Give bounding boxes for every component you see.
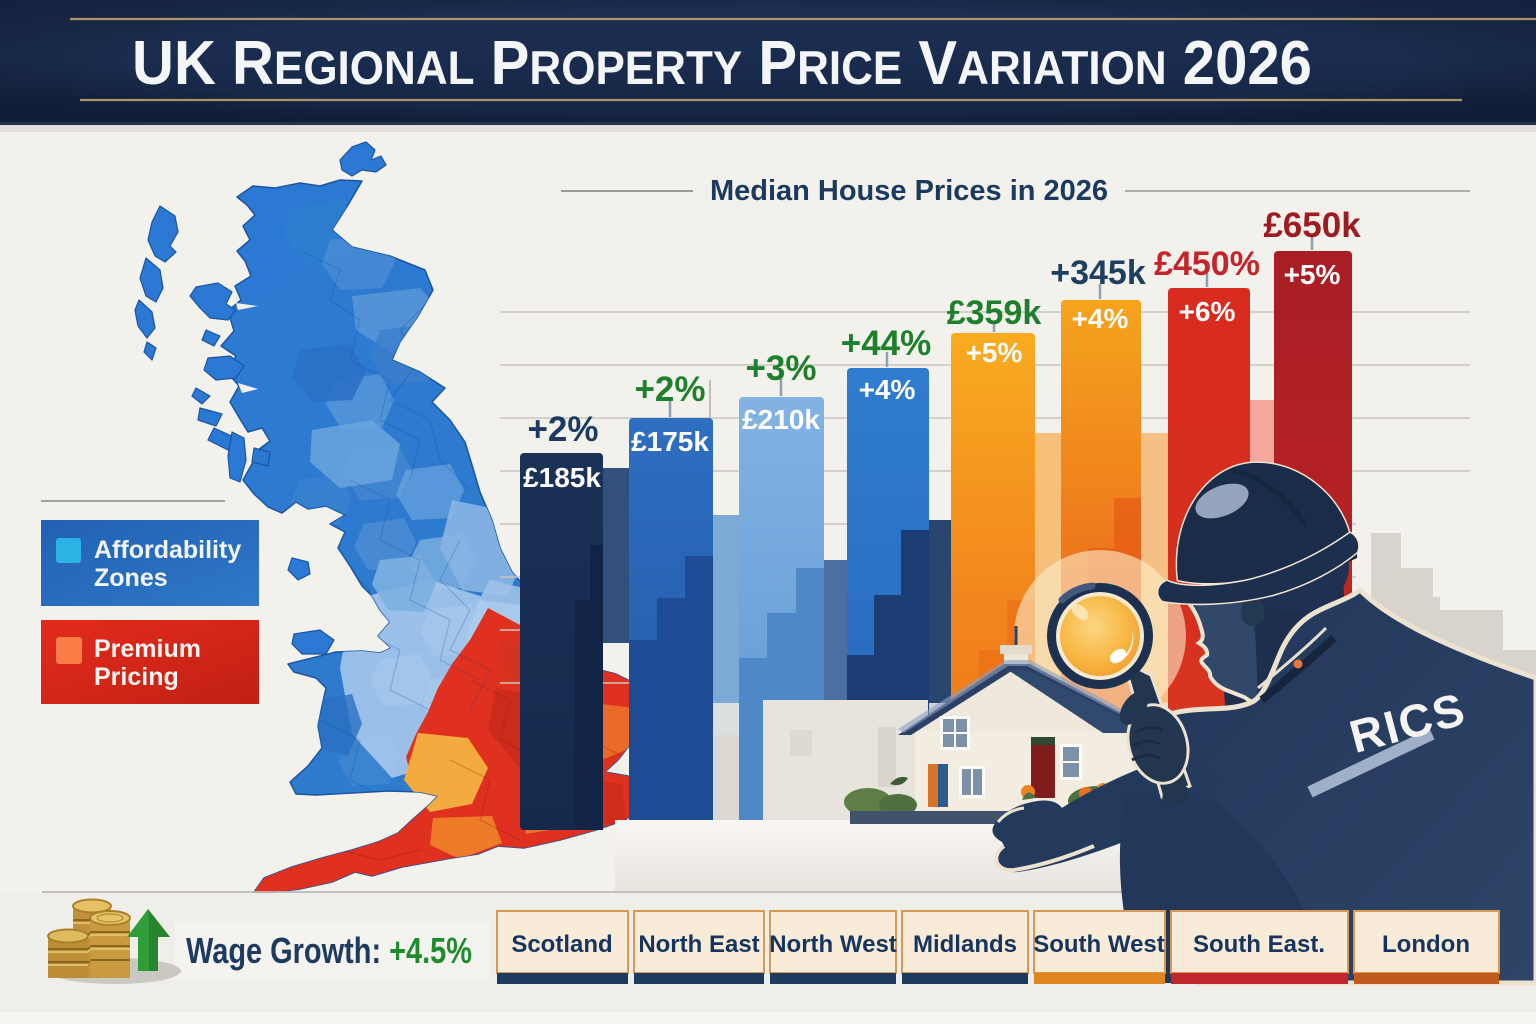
svg-text:+345k: +345k — [1050, 254, 1146, 292]
svg-text:£650k: £650k — [1263, 206, 1361, 245]
svg-text:UK REGIONAL PROPERTY PRICE VAR: UK REGIONAL PROPERTY PRICE VARIATION 202… — [132, 29, 1312, 98]
svg-text:+2%: +2% — [527, 410, 598, 449]
svg-text:North East: North East — [638, 931, 759, 958]
svg-text:South East.: South East. — [1193, 931, 1325, 958]
svg-text:£185k: £185k — [523, 462, 601, 493]
svg-text:Premium: Premium — [94, 635, 201, 663]
svg-text:North West: North West — [769, 931, 897, 958]
svg-text:£210k: £210k — [742, 404, 820, 435]
svg-text:Wage Growth: +4.5%: Wage Growth: +4.5% — [186, 930, 472, 971]
svg-text:+5%: +5% — [966, 337, 1023, 368]
svg-text:Scotland: Scotland — [511, 931, 612, 958]
svg-text:Affordability: Affordability — [94, 536, 241, 564]
svg-text:+3%: +3% — [745, 349, 816, 388]
svg-text:£175k: £175k — [631, 426, 709, 457]
svg-text:+4%: +4% — [1072, 303, 1129, 334]
svg-text:London: London — [1382, 931, 1470, 958]
svg-text:£450%: £450% — [1154, 245, 1260, 283]
svg-text:+6%: +6% — [1179, 296, 1236, 327]
svg-text:Midlands: Midlands — [913, 931, 1017, 958]
svg-text:+4%: +4% — [859, 374, 916, 405]
svg-text:£359k: £359k — [947, 294, 1042, 332]
svg-text:Zones: Zones — [94, 564, 168, 592]
svg-text:+5%: +5% — [1284, 259, 1341, 290]
svg-text:Pricing: Pricing — [94, 663, 179, 691]
svg-text:+44%: +44% — [841, 324, 932, 363]
svg-text:Median House Prices in 2026: Median House Prices in 2026 — [710, 175, 1108, 207]
svg-text:South West: South West — [1033, 931, 1165, 958]
svg-text:+2%: +2% — [634, 370, 705, 409]
